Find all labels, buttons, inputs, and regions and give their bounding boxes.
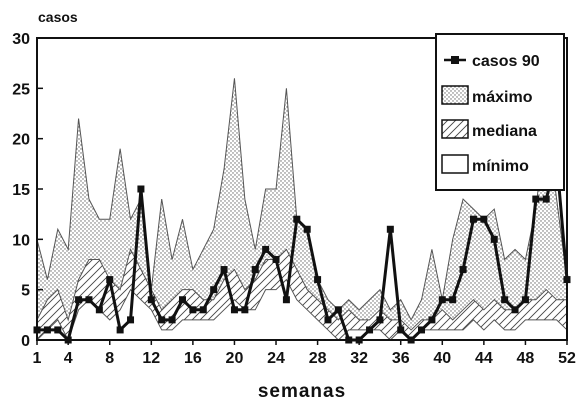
point-casos-90-week-50 [542, 195, 550, 203]
point-casos-90-week-33 [366, 326, 374, 334]
point-casos-90-week-26 [293, 215, 301, 223]
legend-swatch-mediana [441, 119, 469, 139]
plot-frame [36, 37, 568, 341]
legend-item-minimo: mínimo [441, 154, 529, 175]
x-tick-label-1: 1 [33, 350, 42, 367]
x-tick-label-48: 48 [517, 350, 535, 367]
point-casos-90-week-27 [303, 225, 311, 233]
point-casos-90-week-48 [521, 296, 529, 304]
point-casos-90-week-10 [127, 316, 135, 324]
point-casos-90-week-45 [490, 235, 498, 243]
point-casos-90-week-19 [220, 266, 228, 274]
point-casos-90-week-14 [168, 316, 176, 324]
legend-swatch-maximo [441, 85, 469, 105]
point-casos-90-week-24 [272, 255, 280, 263]
x-tick-label-28: 28 [309, 350, 327, 367]
point-casos-90-week-13 [158, 316, 166, 324]
point-casos-90-week-5 [75, 296, 83, 304]
point-casos-90-week-6 [85, 296, 93, 304]
point-casos-90-week-16 [189, 306, 197, 314]
point-casos-90-week-21 [241, 306, 249, 314]
legend-label-minimo: mínimo [472, 158, 529, 175]
x-tick-label-20: 20 [226, 350, 244, 367]
legend-item-mediana: mediana [441, 119, 537, 140]
point-casos-90-week-15 [178, 296, 186, 304]
y-axis-title: casos [38, 9, 78, 25]
point-casos-90-week-28 [314, 276, 322, 284]
point-casos-90-week-9 [116, 326, 124, 334]
y-tick-label-10: 10 [12, 232, 30, 249]
point-casos-90-week-40 [438, 296, 446, 304]
x-tick-label-16: 16 [184, 350, 202, 367]
x-tick-label-52: 52 [558, 350, 576, 367]
y-tick-label-25: 25 [12, 81, 30, 98]
legend-item-maximo: máximo [441, 85, 533, 106]
y-axis: 0 5 10 15 20 25 30 [12, 31, 43, 350]
point-casos-90-week-3 [54, 326, 62, 334]
point-casos-90-week-30 [334, 306, 342, 314]
y-tick-label-0: 0 [21, 333, 30, 350]
x-tick-label-4: 4 [64, 350, 73, 367]
x-tick-label-12: 12 [142, 350, 160, 367]
point-casos-90-week-34 [376, 316, 384, 324]
y-tick-label-15: 15 [12, 182, 30, 199]
x-tick-label-8: 8 [105, 350, 114, 367]
point-casos-90-week-47 [511, 306, 519, 314]
point-casos-90-week-49 [532, 195, 540, 203]
point-casos-90-week-20 [230, 306, 238, 314]
area-minimo [35, 278, 568, 342]
point-casos-90-week-17 [199, 306, 207, 314]
point-casos-90-week-18 [210, 286, 218, 294]
x-tick-label-36: 36 [392, 350, 410, 367]
point-casos-90-week-36 [397, 326, 405, 334]
point-casos-90-week-35 [386, 225, 394, 233]
point-casos-90-week-2 [43, 326, 51, 334]
y-tick-label-20: 20 [12, 132, 30, 149]
point-casos-90-week-46 [501, 296, 509, 304]
line-casos-90 [37, 157, 569, 342]
point-casos-90-week-29 [324, 316, 332, 324]
point-casos-90-week-7 [95, 306, 103, 314]
y-tick-label-30: 30 [12, 31, 30, 48]
point-casos-90-week-25 [282, 296, 290, 304]
legend: casos 90 máximo mediana mínimo [435, 33, 565, 191]
point-casos-90-week-44 [480, 215, 488, 223]
x-tick-label-40: 40 [433, 350, 451, 367]
legend-label-mediana: mediana [472, 123, 537, 140]
legend-marker-casos-90 [451, 56, 459, 64]
point-casos-90-week-38 [418, 326, 426, 334]
x-tick-label-24: 24 [267, 350, 285, 367]
point-casos-90-week-8 [106, 276, 114, 284]
y-tick-label-5: 5 [21, 283, 30, 300]
legend-label-maximo: máximo [472, 89, 533, 106]
point-casos-90-week-39 [428, 316, 436, 324]
point-casos-90-week-22 [251, 266, 259, 274]
point-casos-90-week-23 [262, 245, 270, 253]
x-axis-title: semanas [258, 381, 346, 401]
legend-label-casos-90: casos 90 [472, 53, 540, 70]
point-casos-90-week-11 [137, 185, 145, 193]
x-tick-label-32: 32 [350, 350, 368, 367]
point-casos-90-week-43 [469, 215, 477, 223]
legend-swatch-minimo [441, 154, 469, 174]
point-casos-90-week-12 [147, 296, 155, 304]
legend-item-casos-90: casos 90 [444, 53, 540, 70]
point-casos-90-week-41 [449, 296, 457, 304]
series-lines [37, 157, 569, 342]
x-tick-label-44: 44 [475, 350, 493, 367]
x-axis: 1 4 8 12 16 20 24 28 32 36 40 44 48 52 [33, 340, 576, 367]
point-casos-90-week-42 [459, 266, 467, 274]
